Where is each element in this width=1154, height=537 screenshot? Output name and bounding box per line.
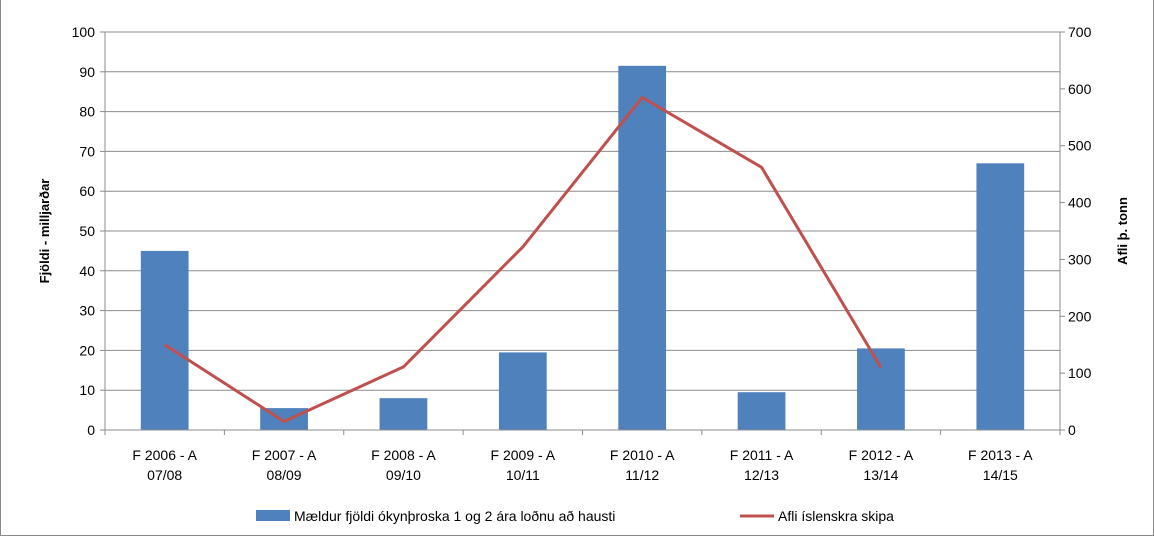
y2-tick-label: 500 [1068,138,1092,154]
gridlines [105,31,1060,431]
y2-tick-label: 0 [1068,422,1076,438]
x-tick-label: F 2011 - A [730,447,794,463]
y2-axis-title: Afli þ. tonn [1115,197,1130,265]
y-tick-label: 40 [79,263,95,279]
line-series [163,95,883,423]
y2-tick-label: 700 [1068,24,1092,40]
bar [976,163,1025,430]
x-axis-ticks: F 2006 - A 07/08 F 2007 - A 08/09 F 2008 - A… [104,430,1061,483]
bar [498,352,547,430]
y-tick-label: 90 [79,64,95,80]
x-tick-label: 07/08 [147,467,182,483]
y-tick-label: 70 [79,143,95,159]
y2-tick-label: 100 [1068,365,1092,381]
y-tick-label: 80 [79,104,95,120]
left-axis-ticks: 0 10 20 30 40 50 60 70 80 90 100 [72,24,105,438]
bar-series [140,65,1025,430]
x-tick-label: F 2012 - A [849,447,914,463]
x-tick-label: F 2007 - A [252,447,317,463]
x-tick-label: 09/10 [386,467,421,483]
x-tick-label: F 2010 - A [610,447,675,463]
series-line [163,95,883,423]
x-tick-label: 10/11 [506,467,540,483]
y-tick-label: 100 [72,24,96,40]
bar [379,398,428,430]
x-tick-label: F 2009 - A [491,447,556,463]
bar [857,348,905,430]
y-tick-label: 60 [79,183,95,199]
y-tick-label: 20 [79,342,95,358]
y-tick-label: 30 [79,303,95,319]
y2-tick-label: 600 [1068,81,1092,97]
x-tick-label: 11/12 [625,467,659,483]
x-tick-label: 12/13 [744,467,779,483]
bar [140,250,189,430]
y-tick-label: 50 [79,223,95,239]
right-axis-ticks: 0 100 200 300 400 500 600 700 [1060,24,1092,438]
x-tick-label: F 2008 - A [371,447,436,463]
bar [618,65,667,430]
y2-tick-label: 200 [1068,308,1092,324]
x-tick-label: 08/09 [267,467,302,483]
legend: Mældur fjöldi ókynþroska 1 og 2 ára loðn… [256,508,894,524]
y-tick-label: 10 [79,382,95,398]
x-tick-label: F 2013 - A [968,447,1033,463]
y-axis-title: Fjöldi - milljarðar [37,179,52,284]
legend-bar-label: Mældur fjöldi ókynþroska 1 og 2 ára loðn… [294,508,615,524]
y-tick-label: 0 [87,422,95,438]
x-tick-label: F 2006 - A [132,447,197,463]
legend-line-label: Afli íslenskra skipa [778,508,894,524]
bar [737,392,786,430]
x-tick-label: 14/15 [983,467,1018,483]
y2-tick-label: 400 [1068,195,1092,211]
x-tick-label: 13/14 [863,467,898,483]
y2-tick-label: 300 [1068,251,1092,267]
legend-bar-swatch [256,510,290,521]
